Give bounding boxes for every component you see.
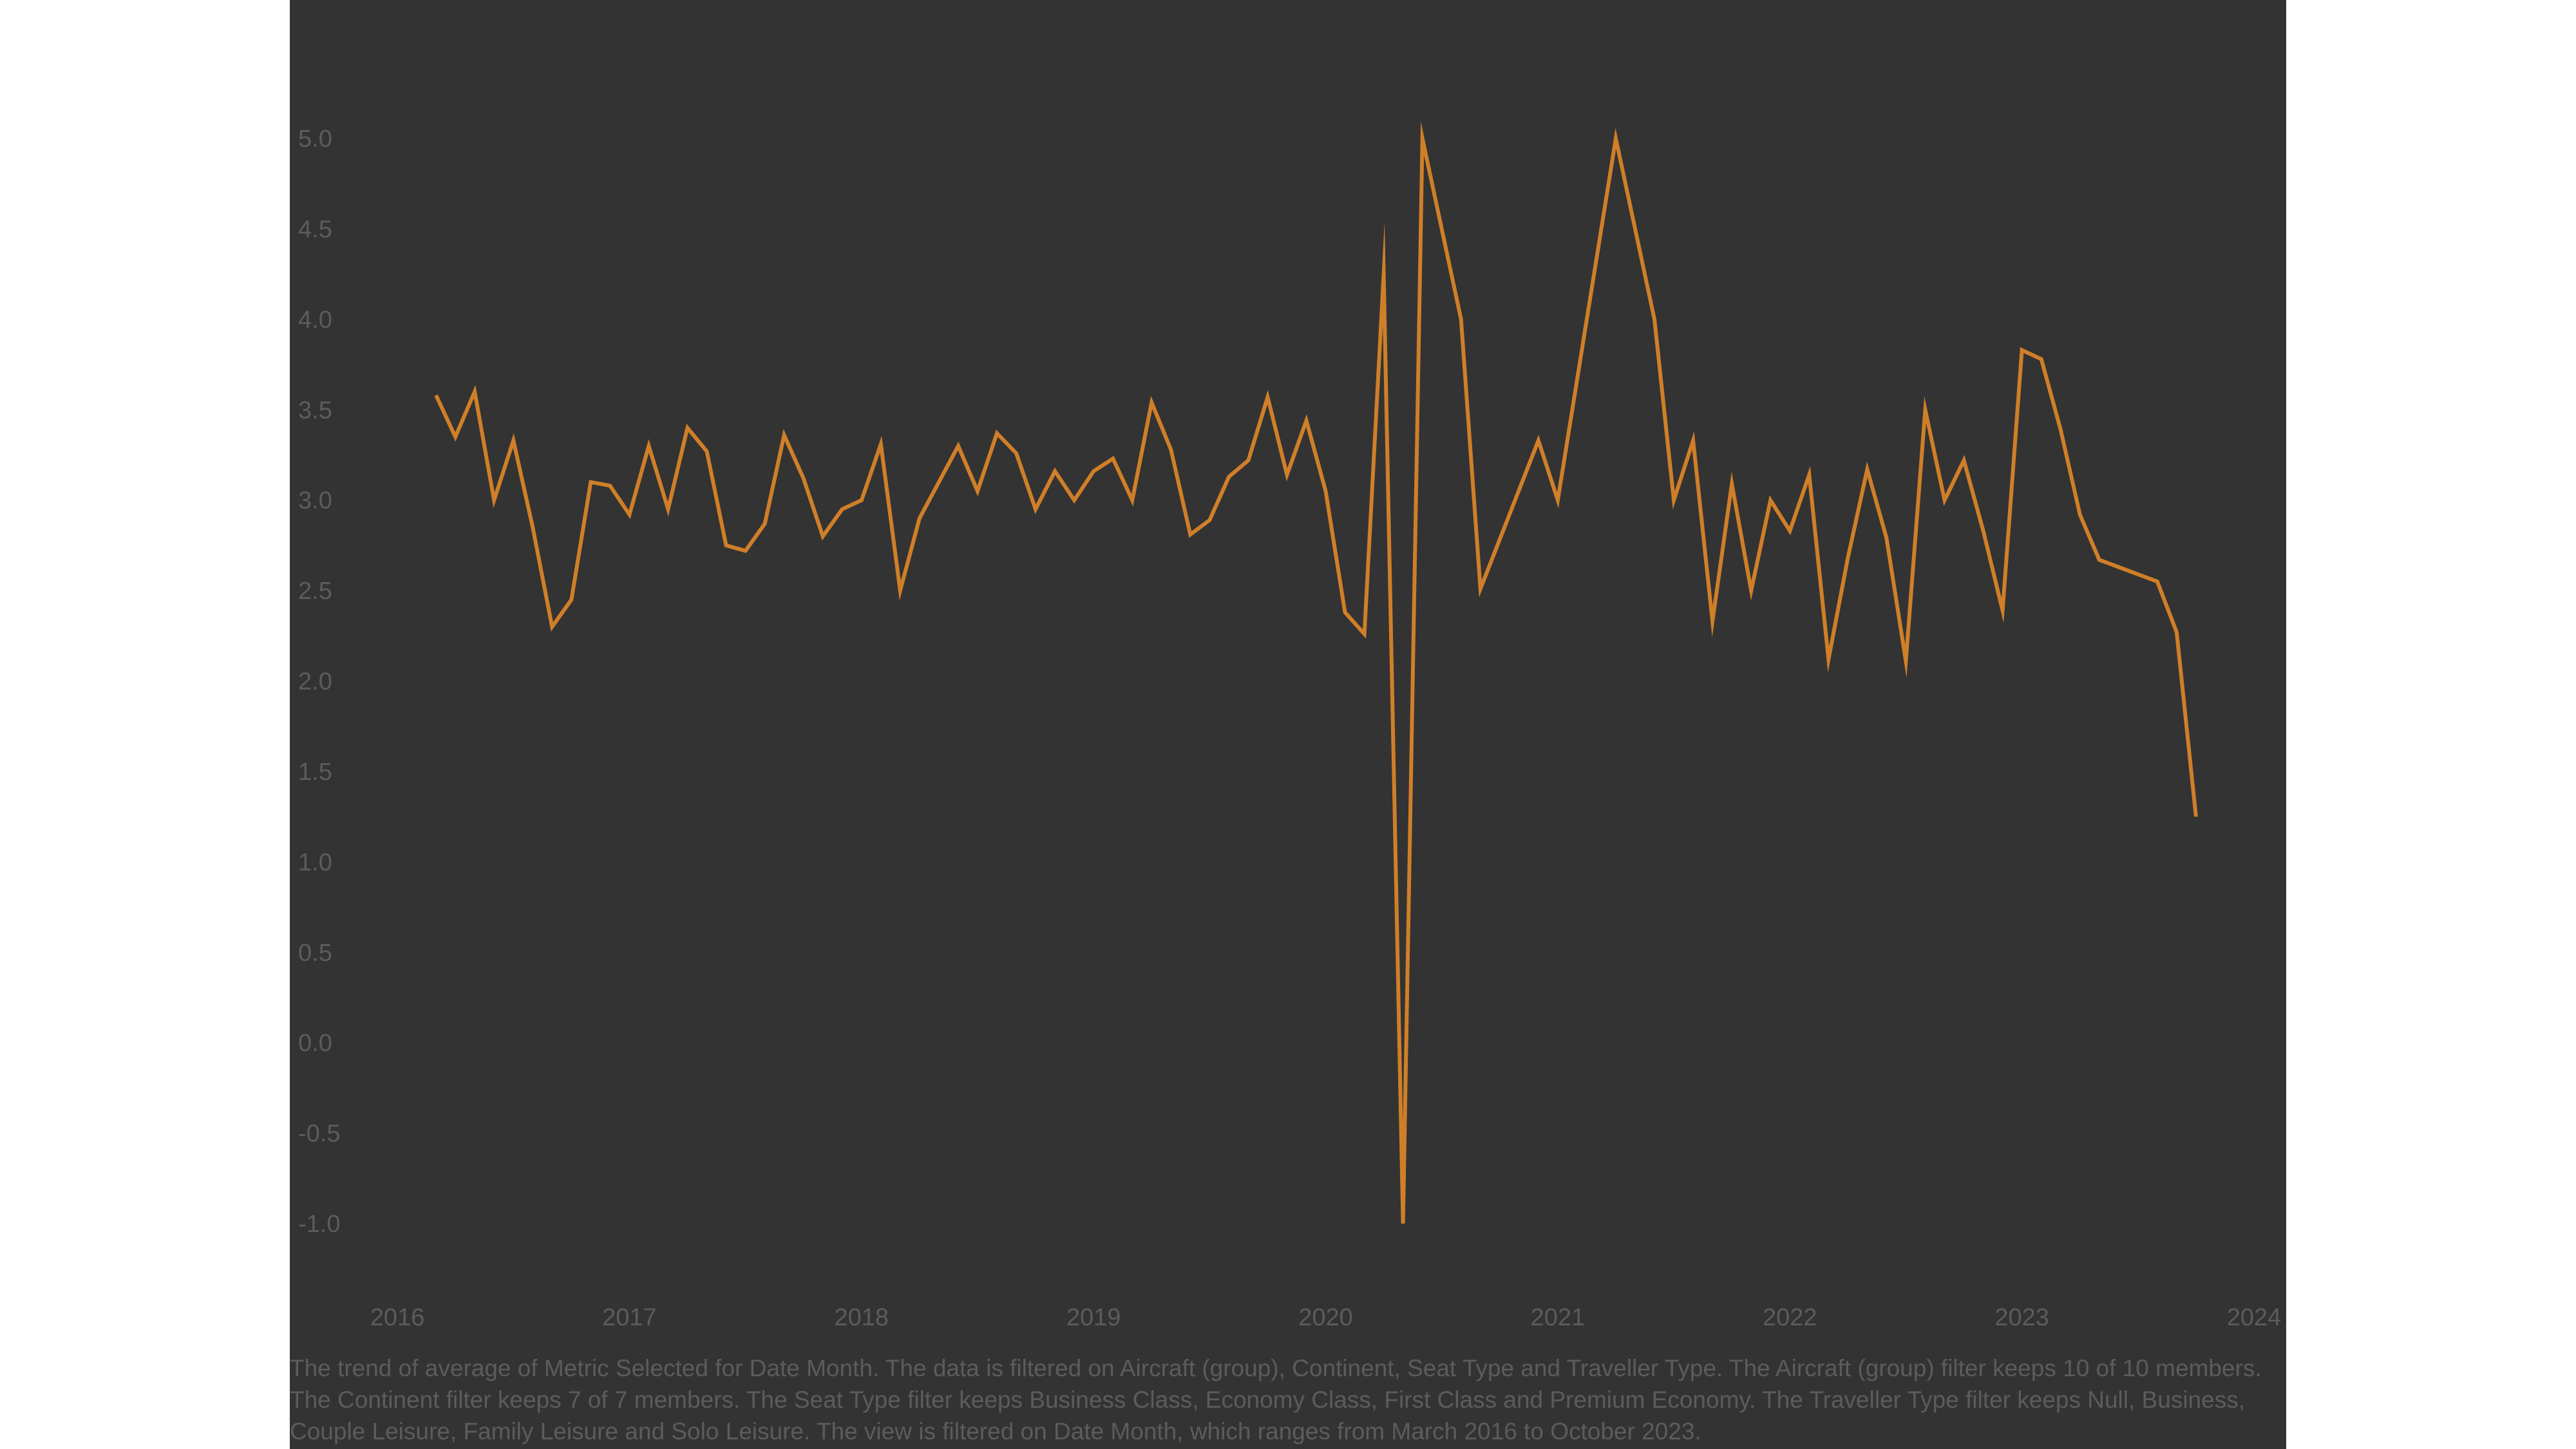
y-tick-label: -0.5	[298, 1121, 340, 1148]
x-tick-label: 2021	[1531, 1304, 1586, 1331]
x-tick-label: 2020	[1298, 1304, 1353, 1331]
series-layer	[434, 121, 2198, 1224]
x-axis: 2016 2017 2018 2019 2020 2021 2022 2023 2024	[370, 1304, 2282, 1331]
x-tick-label: 2017	[602, 1304, 657, 1331]
y-tick-label: 1.5	[298, 759, 332, 786]
y-tick-label: -1.0	[298, 1211, 340, 1238]
y-tick-label: 3.5	[298, 397, 332, 424]
x-tick-label: 2022	[1763, 1304, 1817, 1331]
y-tick-label: 4.0	[298, 307, 332, 334]
x-tick-label: 2016	[370, 1304, 425, 1331]
y-tick-label: 5.0	[298, 126, 332, 153]
y-tick-label: 2.0	[298, 668, 332, 696]
y-tick-label: 2.5	[298, 578, 332, 605]
chart-panel	[290, 0, 2286, 1449]
x-tick-label: 2024	[2227, 1304, 2282, 1331]
y-tick-label: 1.0	[298, 849, 332, 876]
chart-caption: The trend of average of Metric Selected …	[290, 1355, 2262, 1444]
y-tick-label: 0.5	[298, 940, 332, 967]
y-tick-label: 4.5	[298, 216, 332, 243]
x-tick-label: 2018	[834, 1304, 889, 1331]
x-tick-label: 2019	[1066, 1304, 1121, 1331]
y-tick-label: 0.0	[298, 1030, 332, 1057]
series-line	[434, 121, 2198, 1224]
y-axis: 5.0 4.5 4.0 3.5 3.0 2.5 2.0 1.5 1.0 0.5 0.0 -0.5 -1.…	[298, 126, 340, 1238]
y-tick-label: 3.0	[298, 488, 332, 515]
x-tick-label: 2023	[1994, 1304, 2049, 1331]
